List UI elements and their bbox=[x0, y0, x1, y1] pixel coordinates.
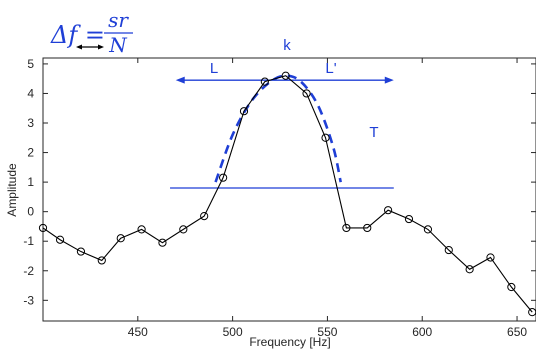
annotation-layer bbox=[170, 74, 394, 189]
data-point bbox=[507, 282, 516, 292]
formula-lhs: Δf = bbox=[50, 21, 105, 49]
data-point bbox=[260, 77, 269, 86]
data-point bbox=[179, 225, 188, 234]
y-tick-label: -3 bbox=[23, 293, 34, 307]
data-point bbox=[342, 223, 351, 233]
data-point bbox=[465, 265, 474, 274]
data-point bbox=[404, 214, 414, 224]
y-tick-label: 0 bbox=[27, 205, 34, 219]
formula-numerator: sr bbox=[108, 8, 129, 32]
data-point bbox=[281, 71, 290, 80]
data-point bbox=[200, 211, 209, 221]
y-axis: -3 -2 -1 0 1 2 3 4 5 bbox=[23, 57, 536, 307]
series-line bbox=[42, 75, 533, 313]
x-axis-label: Frequency [Hz] bbox=[249, 335, 330, 349]
data-point bbox=[363, 223, 372, 233]
series-layer bbox=[38, 71, 536, 317]
k-label: k bbox=[283, 37, 291, 54]
formula-annotation: Δf = sr N bbox=[50, 8, 133, 57]
y-tick-label: -1 bbox=[23, 234, 34, 248]
data-point bbox=[528, 308, 536, 317]
x-tick-label: 550 bbox=[317, 325, 337, 339]
x-tick-label: 500 bbox=[223, 325, 243, 339]
data-point bbox=[444, 245, 453, 255]
plot-frame bbox=[42, 57, 536, 322]
y-tick-label: 1 bbox=[27, 175, 34, 189]
y-tick-label: 5 bbox=[27, 57, 34, 71]
data-point bbox=[321, 133, 330, 142]
y-tick-label: 4 bbox=[27, 86, 34, 100]
dashed-envelope-curve bbox=[214, 74, 342, 183]
data-point bbox=[76, 247, 86, 256]
data-point bbox=[158, 238, 167, 247]
L-prime-label: L' bbox=[325, 60, 336, 77]
data-point bbox=[239, 107, 249, 116]
data-point bbox=[423, 225, 433, 234]
y-tick-label: 2 bbox=[27, 146, 34, 160]
data-point bbox=[116, 234, 125, 243]
data-point bbox=[384, 206, 393, 215]
y-tick-label: -2 bbox=[23, 264, 34, 278]
data-point bbox=[219, 173, 228, 182]
data-point bbox=[97, 256, 106, 265]
data-point bbox=[486, 253, 495, 262]
formula-denominator: N bbox=[108, 33, 128, 57]
double-arrow-icon bbox=[76, 44, 104, 50]
T-label: T bbox=[369, 124, 378, 141]
arrow-left-head bbox=[175, 76, 185, 84]
x-tick-label: 650 bbox=[507, 325, 527, 339]
L-label: L bbox=[210, 60, 218, 77]
x-tick-label: 600 bbox=[412, 325, 432, 339]
y-tick-label: 3 bbox=[27, 116, 34, 130]
x-axis: 450 500 550 600 650 bbox=[128, 58, 527, 339]
data-point bbox=[38, 223, 48, 233]
arrow-right-head bbox=[384, 76, 394, 84]
data-point bbox=[137, 225, 146, 234]
x-tick-label: 450 bbox=[128, 325, 148, 339]
data-point bbox=[55, 235, 65, 244]
data-point bbox=[302, 89, 311, 98]
y-axis-label: Amplitude bbox=[5, 163, 19, 217]
